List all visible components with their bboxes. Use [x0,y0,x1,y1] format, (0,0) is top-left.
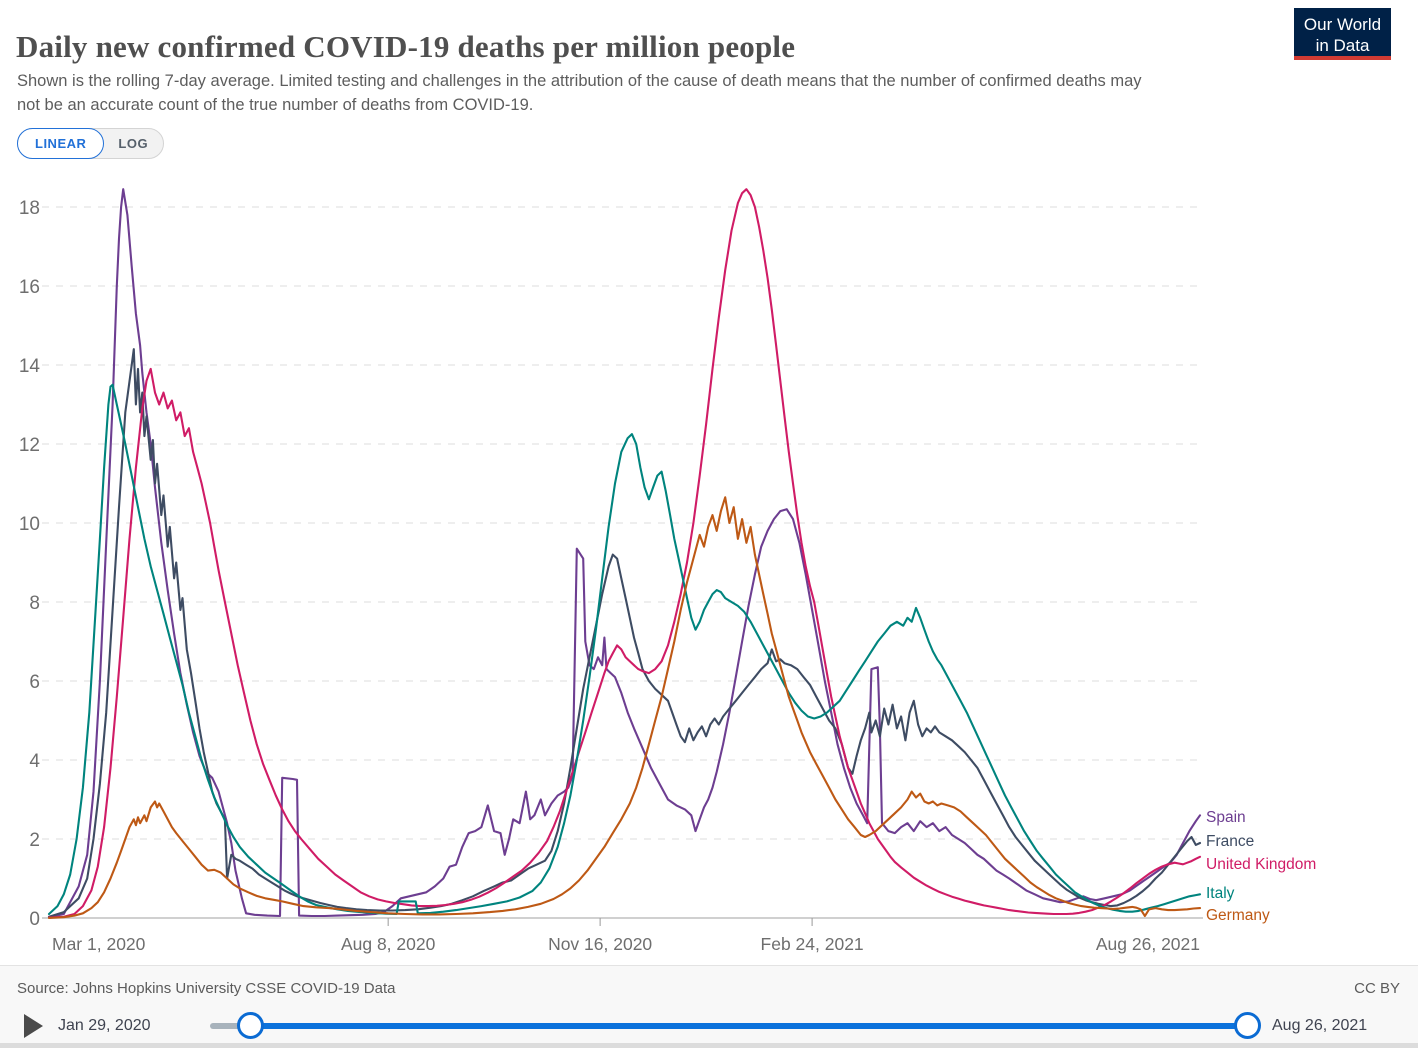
y-tick-label-14: 14 [19,356,41,377]
timeline-end-handle[interactable] [1234,1012,1261,1039]
chart-line-united-kingdom[interactable] [47,188,1202,919]
footer-bottom-strip [0,1043,1418,1048]
play-button[interactable] [24,1014,43,1038]
chart-line-france[interactable] [47,348,1202,918]
timeline-start-date: Jan 29, 2020 [58,1017,151,1034]
license-link[interactable]: CC BY [1354,980,1400,997]
log-scale-button[interactable]: LOG [118,136,149,151]
x-tick-label: Aug 26, 2021 [1096,934,1200,954]
legend-label-france[interactable]: France [1206,833,1254,850]
legend-label-germany[interactable]: Germany [1206,907,1270,924]
x-tick-label: Aug 8, 2020 [341,934,436,954]
owid-logo-accent-bar [1294,56,1391,60]
chart-line-spain[interactable] [47,188,1202,919]
owid-logo-line1: Our World [1303,15,1382,34]
y-tick-label-2: 2 [29,830,40,851]
chart-line-germany[interactable] [47,496,1202,920]
legend-label-united-kingdom[interactable]: United Kingdom [1206,856,1316,873]
y-tick-label-10: 10 [19,514,40,535]
x-tick-label: Feb 24, 2021 [761,934,864,954]
timeline-track-active[interactable] [250,1023,1248,1029]
y-tick-label-16: 16 [19,277,40,298]
y-tick-label-12: 12 [19,435,40,456]
timeline-end-date: Aug 26, 2021 [1272,1017,1368,1034]
timeline-start-handle[interactable] [237,1012,264,1039]
y-tick-label-8: 8 [29,593,40,614]
chart-subtitle: Shown is the rolling 7-day average. Limi… [17,71,1142,115]
scale-toggle: LINEAR LOG [17,128,165,159]
y-tick-label-0: 0 [29,909,40,930]
page-title: Daily new confirmed COVID-19 deaths per … [16,28,796,64]
line-chart-plot-area[interactable]: 0 2 4 6 8 10 12 14 16 18 Mar 1, 2020 Aug 8, 2020 Nov… [0,175,1418,965]
owid-logo[interactable]: Our World in Data [1294,8,1391,60]
x-tick-label: Nov 16, 2020 [548,934,652,954]
y-tick-label-6: 6 [29,672,40,693]
y-tick-label-18: 18 [19,198,40,219]
timeline-track-inactive[interactable] [210,1023,254,1029]
y-tick-label-4: 4 [29,751,40,772]
chart-footer: Source: Johns Hopkins University CSSE CO… [0,965,1418,1048]
legend-label-spain[interactable]: Spain [1206,809,1246,826]
source-text: Source: Johns Hopkins University CSSE CO… [17,980,396,997]
legend-label-italy[interactable]: Italy [1206,885,1235,902]
x-tick-label: Mar 1, 2020 [52,934,146,954]
owid-logo-line2: in Data [1315,35,1370,55]
chart-line-italy[interactable] [47,383,1202,916]
linear-scale-button[interactable]: LINEAR [17,128,105,159]
